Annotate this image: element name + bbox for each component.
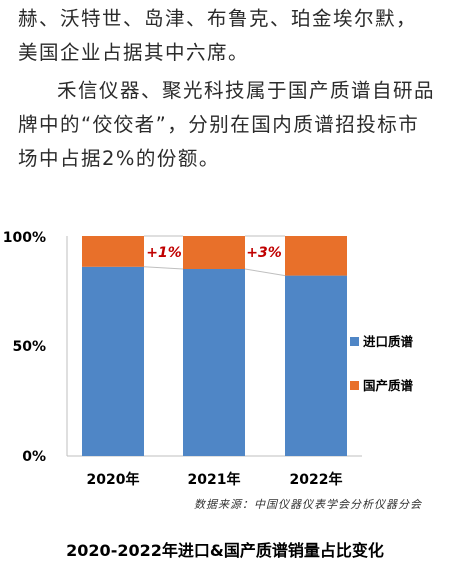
y-tick-label-100: 100% — [3, 230, 46, 246]
annotation-plus-3: +3% — [246, 245, 282, 261]
legend-label-import: 进口质谱 — [363, 334, 414, 349]
bar-import-0 — [82, 266, 144, 456]
y-tick-label-50: 50% — [12, 339, 46, 355]
series-connector-1 — [244, 268, 286, 277]
bar-domestic-0 — [82, 236, 144, 267]
legend-swatch-domestic — [350, 381, 359, 390]
annotation-plus-1: +1% — [146, 245, 182, 261]
x-tick-labels: 2020年 2021年 2022年 — [87, 471, 343, 488]
stacked-bar-chart: 0% 50% 100% 2020年 2021年 2022年 +1% +3% 进口… — [3, 230, 414, 488]
x-tick-label-2022: 2022年 — [290, 471, 343, 488]
article-paragraph-2: 禾信仪器、聚光科技属于国产质谱自研品牌中的“佼佼者”，分别在国内质谱招投标市场中… — [18, 79, 436, 170]
x-tick-label-2021: 2021年 — [188, 471, 241, 488]
bar-domestic-1 — [183, 236, 245, 269]
data-source-note: 数据来源：中国仪器仪表学会分析仪器分会 — [194, 498, 422, 511]
bars-group — [82, 235, 347, 456]
bar-domestic-2 — [285, 236, 347, 276]
bar-import-1 — [183, 269, 245, 456]
article-text: 赫、沃特世、岛津、布鲁克、珀金埃尔默，美国企业占据其中六席。 禾信仪器、聚光科技… — [18, 2, 436, 176]
y-tick-label-0: 0% — [22, 449, 46, 465]
series-connector-0 — [143, 266, 184, 270]
y-tick-labels: 0% 50% 100% — [3, 230, 46, 465]
bar-import-2 — [285, 275, 347, 456]
legend-swatch-import — [350, 337, 359, 346]
x-tick-label-2020: 2020年 — [87, 471, 140, 488]
legend: 进口质谱 国产质谱 — [350, 334, 414, 393]
chart-caption: 2020-2022年进口&国产质谱销量占比变化 — [66, 541, 384, 560]
article-paragraph-1: 赫、沃特世、岛津、布鲁克、珀金埃尔默，美国企业占据其中六席。 — [18, 7, 418, 64]
legend-label-domestic: 国产质谱 — [363, 378, 414, 393]
